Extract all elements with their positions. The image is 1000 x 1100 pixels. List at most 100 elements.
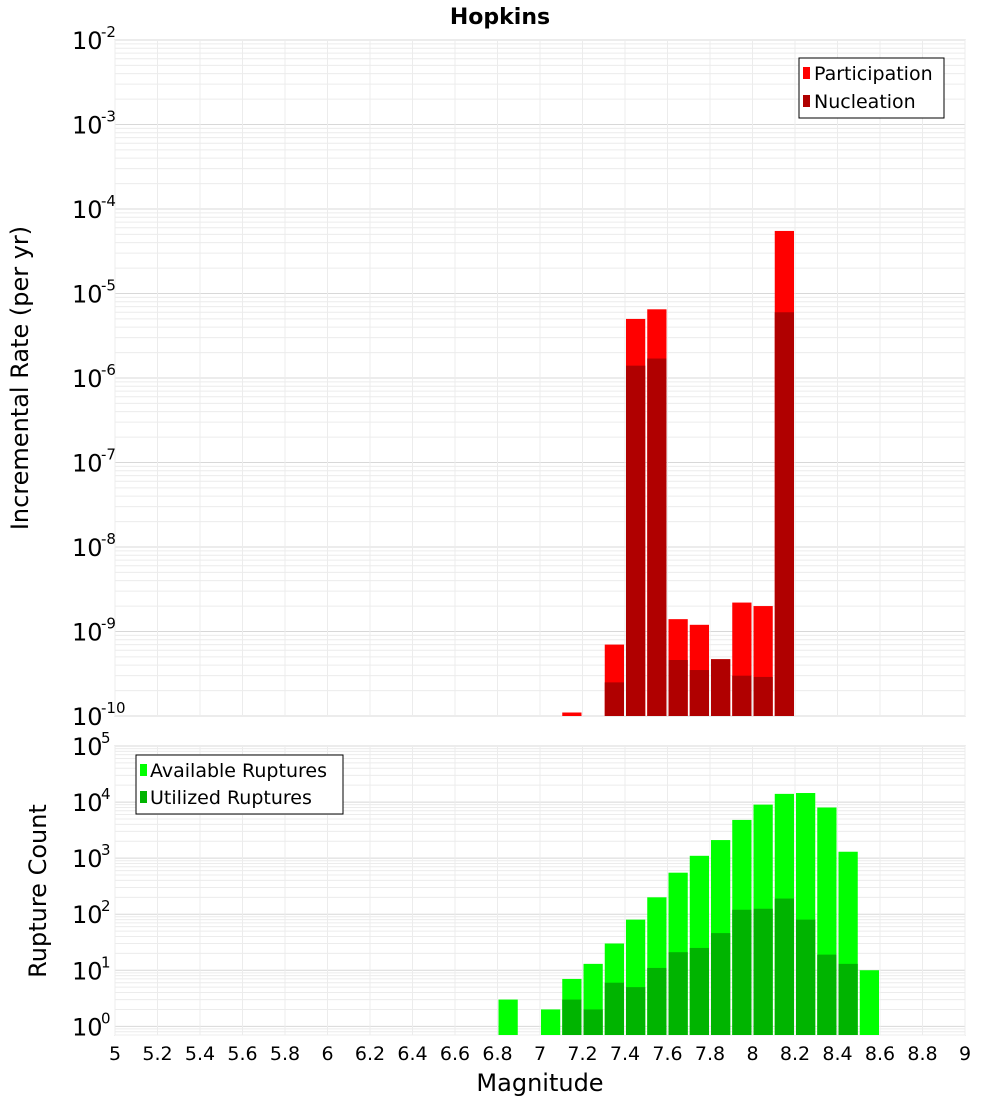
y-tick-exponent: -4 [101,192,116,210]
y-tick-exponent: 4 [101,785,111,803]
count-bar-series2 [647,967,667,1035]
rate-bar-series2 [647,358,667,716]
y-tick-label: 10 [72,703,103,731]
y-tick-label: 10 [72,534,103,562]
count-bar-series2 [626,987,646,1035]
x-tick-label: 9 [959,1043,971,1065]
x-tick-label: 5 [109,1043,121,1065]
x-tick-label: 6 [321,1043,333,1065]
utilized-legend-label: Utilized Ruptures [150,787,312,809]
count-bar-series2 [753,908,773,1035]
count-bar-series2 [711,933,731,1035]
rate-bar-series2 [626,365,646,716]
y-tick-exponent: -2 [101,23,116,41]
x-tick-label: 8.2 [780,1043,810,1065]
participation-legend-label: Participation [814,63,933,85]
participation-legend-swatch [803,67,810,79]
x-tick-label: 7.8 [695,1043,725,1065]
count-bar-series2 [562,999,582,1035]
x-tick-label: 7.2 [567,1043,597,1065]
x-tick-label: 7.6 [652,1043,682,1065]
count-bar-series1 [498,999,518,1035]
count-bar-series2 [583,1009,603,1035]
count-bar-series2 [817,954,837,1035]
x-axis-label: Magnitude [476,1069,603,1097]
nucleation-legend-swatch [803,95,810,107]
y-tick-label: 10 [72,196,103,224]
y-tick-label: 10 [72,112,103,140]
y-tick-label: 10 [72,450,103,478]
count-bar-series1 [541,1009,561,1035]
x-tick-label: 8.4 [822,1043,852,1065]
utilized-legend-swatch [140,791,147,803]
count-bar-series2 [604,982,624,1035]
y-tick-exponent: -10 [101,699,126,717]
y-tick-exponent: -6 [101,361,116,379]
count-bar-series1 [859,970,879,1035]
y-tick-label: 10 [72,619,103,647]
top-y-axis-label: Incremental Rate (per yr) [6,226,34,530]
count-bar-series2 [796,919,816,1035]
y-tick-exponent: -9 [101,615,116,633]
y-tick-label: 10 [72,957,103,985]
count-bar-series2 [774,898,794,1035]
y-tick-label: 10 [72,733,103,761]
x-tick-label: 6.2 [355,1043,385,1065]
top-bars [562,230,794,717]
y-tick-exponent: 0 [101,1009,111,1027]
x-tick-label: 5.6 [227,1043,257,1065]
top-legend: Participation Nucleation [798,57,945,119]
y-tick-exponent: -7 [101,446,116,464]
y-tick-exponent: -5 [101,277,116,295]
x-tick-label: 6.6 [440,1043,470,1065]
rate-bar-series1 [562,712,582,716]
top-gridlines [114,39,966,717]
count-bar-series2 [689,947,709,1035]
x-tick-labels: 5 5.2 5.4 5.6 5.8 6 6.2 6.4 6.6 6.8 7 7.2 7.4 7.6 7.8 8… [109,1043,971,1065]
nucleation-legend-label: Nucleation [814,91,916,113]
bottom-y-axis-label: Rupture Count [24,804,52,978]
y-tick-label: 10 [72,845,103,873]
y-tick-exponent: -3 [101,108,116,126]
x-tick-label: 6.4 [397,1043,427,1065]
bottom-bars [498,793,879,1035]
x-tick-label: 5.4 [185,1043,215,1065]
x-tick-label: 5.8 [270,1043,300,1065]
x-tick-label: 7 [534,1043,546,1065]
bottom-legend: Available Ruptures Utilized Ruptures [135,754,344,815]
x-tick-label: 5.2 [142,1043,172,1065]
y-tick-label: 10 [72,901,103,929]
count-bar-series2 [838,963,858,1035]
rate-bar-series2 [689,670,709,716]
rate-bar-series2 [711,659,731,716]
count-bar-series2 [668,952,688,1035]
y-tick-label: 10 [72,365,103,393]
available-legend-label: Available Ruptures [150,760,327,782]
x-tick-label: 6.8 [482,1043,512,1065]
rate-bar-series2 [604,682,624,716]
y-tick-exponent: -8 [101,530,116,548]
y-tick-label: 10 [72,789,103,817]
available-legend-swatch [140,764,147,776]
y-tick-label: 10 [72,281,103,309]
chart-title: Hopkins [450,5,550,30]
count-bar-series2 [732,909,752,1035]
y-tick-exponent: 3 [101,841,111,859]
x-tick-label: 7.4 [610,1043,640,1065]
rate-bar-series2 [753,676,773,716]
y-tick-label: 10 [72,1013,103,1041]
x-tick-label: 8.6 [865,1043,895,1065]
x-tick-label: 8 [746,1043,758,1065]
y-tick-exponent: 5 [101,729,111,747]
rate-bar-series2 [774,312,794,716]
rate-bar-series2 [668,659,688,716]
x-tick-label: 8.8 [907,1043,937,1065]
bottom-legend-box [135,754,344,815]
y-tick-exponent: 2 [101,897,111,915]
rate-bar-series2 [732,675,752,716]
